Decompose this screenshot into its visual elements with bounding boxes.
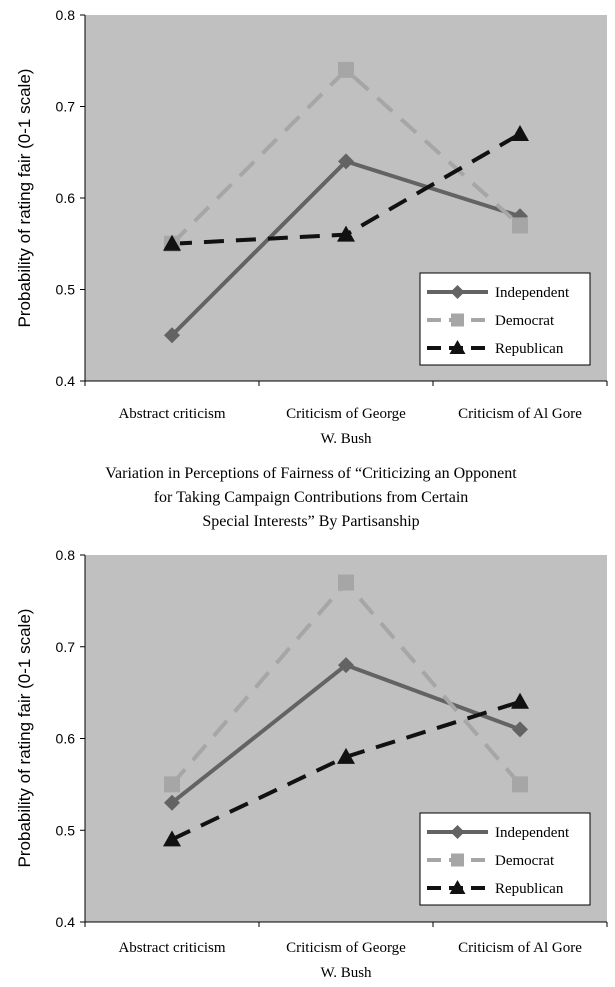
y-ticks: 0.4 0.5 0.6 0.7 0.8 <box>56 7 85 389</box>
point-independent-2 <box>512 721 528 738</box>
legend-item-republican: Republican <box>427 880 564 897</box>
x-tick-label: Abstract criticism <box>118 940 225 956</box>
legend-item-democrat: Democrat <box>427 313 555 329</box>
y-axis-label: Probability of rating fair (0-1 scale) <box>15 69 34 328</box>
legend-item-democrat: Democrat <box>427 853 555 869</box>
x-ticks: Abstract criticism Criticism of George Cri… <box>84 381 608 422</box>
y-tick-label: 0.7 <box>56 639 76 655</box>
series-markers <box>163 61 529 344</box>
x-tick-label-line2: W. Bush <box>320 965 372 981</box>
point-democrat-1 <box>338 574 354 591</box>
x-tick-label-line2: W. Bush <box>320 431 372 447</box>
point-democrat-1 <box>338 61 354 78</box>
point-republican-0 <box>163 234 181 251</box>
series-markers <box>163 574 529 847</box>
legend-label: Republican <box>495 881 564 897</box>
series-line-democrat <box>170 67 522 246</box>
diamond-marker-icon <box>450 825 465 839</box>
y-tick-label: 0.8 <box>56 7 76 23</box>
point-republican-0 <box>163 830 181 847</box>
caption-line-2: for Taking Campaign Contributions from C… <box>154 489 469 506</box>
legend: Independent Democrat Republican <box>419 272 591 366</box>
y-tick-label: 0.4 <box>56 373 76 389</box>
triangle-marker-icon <box>449 880 466 894</box>
point-independent-1 <box>338 153 354 170</box>
x-tick-label: Abstract criticism <box>118 406 225 422</box>
y-ticks: 0.4 0.5 0.6 0.7 0.8 <box>56 547 85 930</box>
point-independent-0 <box>164 794 180 811</box>
legend-label: Democrat <box>495 853 555 869</box>
y-tick-label: 0.5 <box>56 822 76 838</box>
chart-caption: Variation in Perceptions of Fairness of … <box>105 465 517 530</box>
legend-label: Republican <box>495 341 564 357</box>
x-tick-label: Criticism of Al Gore <box>458 940 582 956</box>
legend-item-independent: Independent <box>427 825 570 841</box>
square-marker-icon <box>451 853 464 867</box>
legend-label: Independent <box>495 285 570 301</box>
caption-line-3: Special Interests” By Partisanship <box>202 513 419 530</box>
legend-box <box>419 812 591 906</box>
legend-label: Democrat <box>495 313 555 329</box>
caption-line-1: Variation in Perceptions of Fairness of … <box>105 465 517 482</box>
legend-label: Independent <box>495 825 570 841</box>
y-tick-label: 0.6 <box>56 731 76 747</box>
legend-box <box>419 272 591 366</box>
point-democrat-2 <box>512 776 528 793</box>
x-tick-label: Criticism of George <box>286 406 406 422</box>
legend-item-republican: Republican <box>427 340 564 357</box>
diamond-marker-icon <box>450 285 465 299</box>
legend-item-independent: Independent <box>427 285 570 301</box>
y-tick-label: 0.8 <box>56 547 76 563</box>
legend: Independent Democrat Republican <box>419 812 591 906</box>
chart-bottom: 0.4 0.5 0.6 0.7 0.8 Abstract criticism Critic… <box>15 547 608 981</box>
point-republican-1 <box>337 747 355 764</box>
y-tick-label: 0.6 <box>56 190 76 206</box>
x-tick-label: Criticism of Al Gore <box>458 406 582 422</box>
point-independent-0 <box>164 327 180 344</box>
triangle-marker-icon <box>449 340 466 354</box>
y-tick-label: 0.5 <box>56 282 76 298</box>
point-independent-1 <box>338 657 354 674</box>
point-republican-2 <box>511 692 529 709</box>
square-marker-icon <box>451 313 464 327</box>
point-democrat-2 <box>512 217 528 234</box>
y-axis-label: Probability of rating fair (0-1 scale) <box>15 609 34 868</box>
x-tick-label: Criticism of George <box>286 940 406 956</box>
point-democrat-0 <box>164 776 180 793</box>
point-republican-2 <box>511 124 529 141</box>
chart-top: 0.4 0.5 0.6 0.7 0.8 Abstract criticism Critic… <box>15 7 608 447</box>
point-republican-1 <box>337 225 355 242</box>
x-ticks: Abstract criticism Criticism of George Cri… <box>84 922 608 956</box>
y-tick-label: 0.7 <box>56 99 76 115</box>
y-tick-label: 0.4 <box>56 914 76 930</box>
